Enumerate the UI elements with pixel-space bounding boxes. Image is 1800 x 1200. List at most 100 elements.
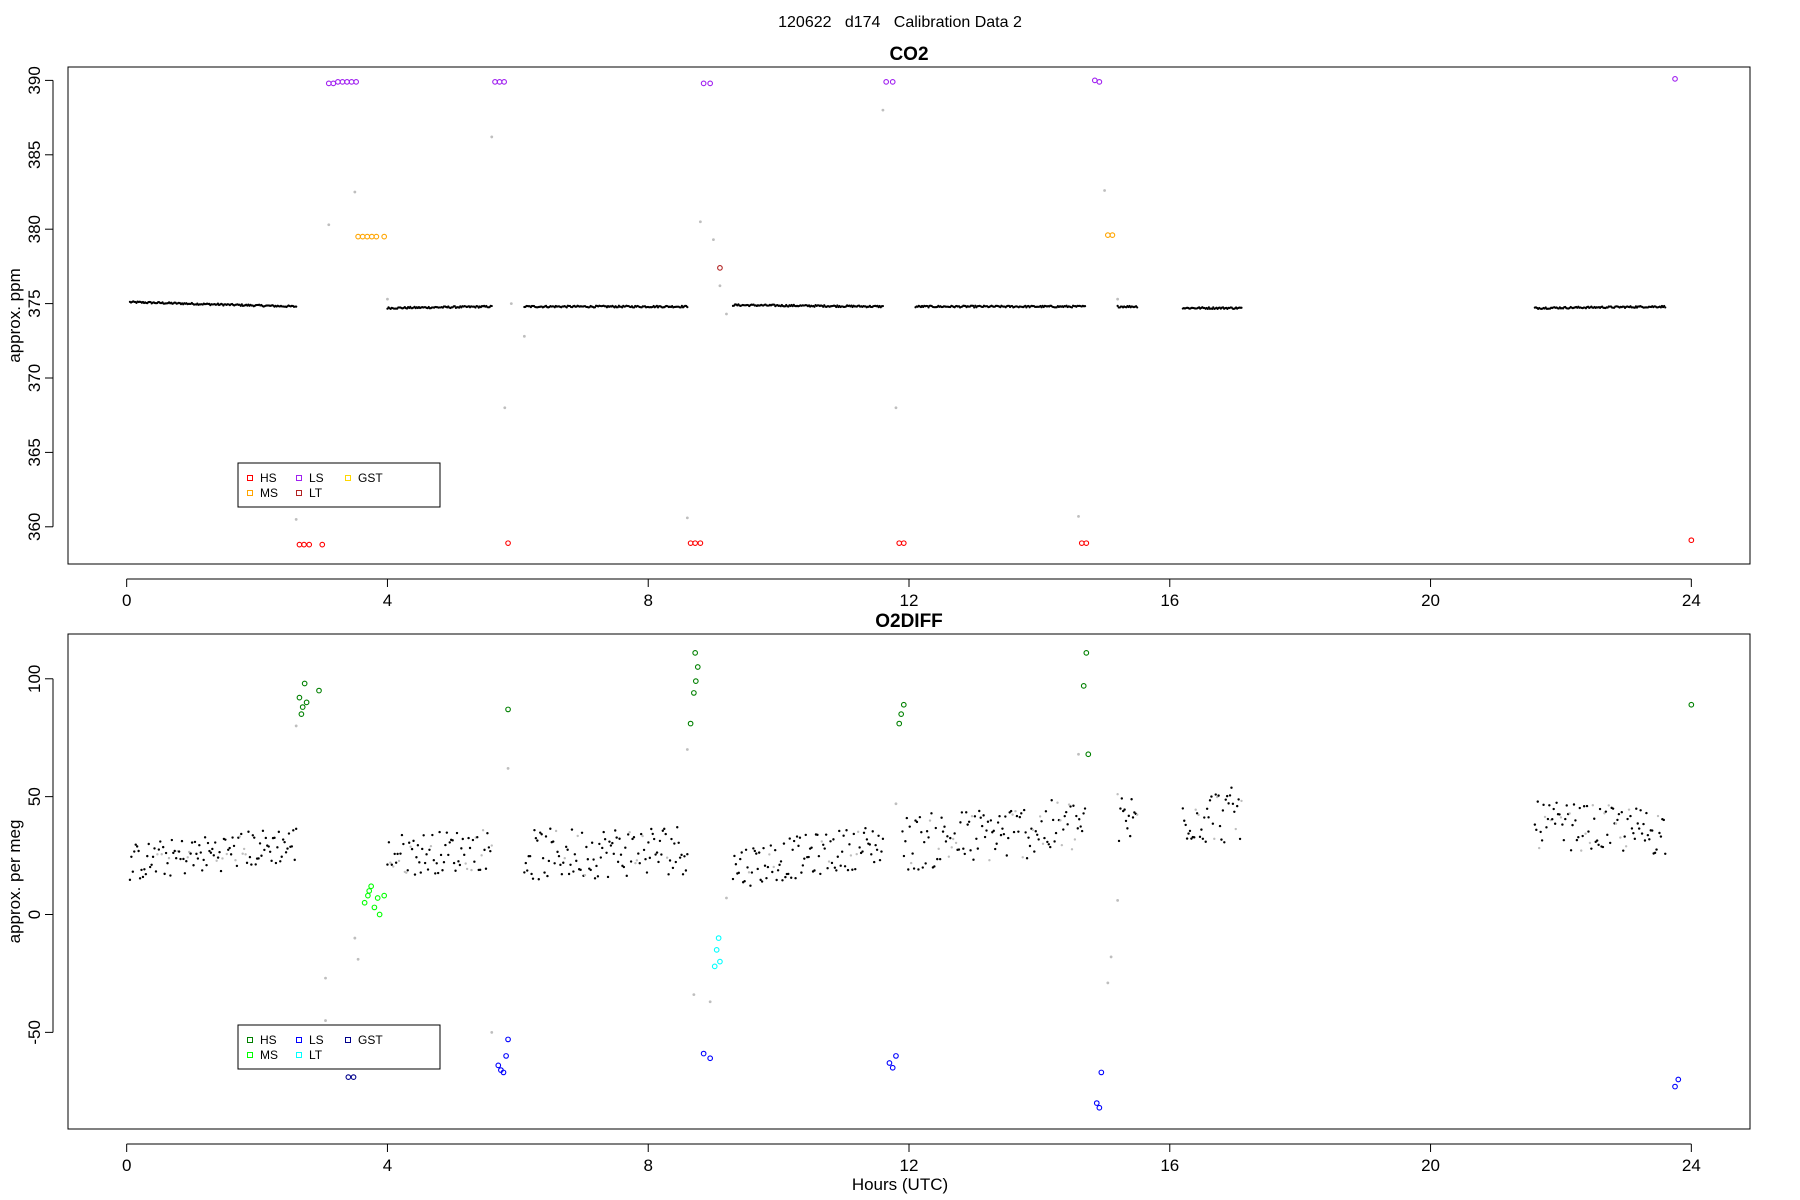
co2-x-tick-label: 4 [383, 591, 392, 610]
co2-sample-point [490, 304, 493, 308]
o2diff-sample-point [842, 834, 845, 837]
o2diff-sample-point [235, 864, 239, 868]
o2diff-sample-point [619, 853, 623, 856]
co2-legend-label-gst: GST [358, 471, 383, 485]
o2diff-sample-point [673, 842, 676, 845]
o2diff-sample-point [1234, 827, 1237, 831]
o2diff-flagged-point [356, 957, 360, 961]
o2diff-sample-point [253, 836, 256, 839]
co2-legend-label-ms: MS [260, 486, 278, 500]
o2diff-sample-point [865, 838, 869, 841]
co2-legend-swatch-gst [345, 475, 351, 481]
o2diff-sample-point [1022, 808, 1026, 812]
o2diff-sample-point [1017, 830, 1020, 833]
o2diff-sample-point [1200, 828, 1203, 831]
o2diff-sample-point [1569, 849, 1573, 852]
o2diff-sample-point [757, 851, 761, 854]
o2diff-hs-point [692, 678, 699, 684]
o2diff-hs-point [303, 699, 310, 706]
o2diff-sample-point [650, 827, 653, 831]
o2diff-sample-point [674, 860, 678, 864]
o2diff-sample-point [781, 879, 784, 882]
o2diff-hs-point [298, 711, 305, 717]
o2diff-sample-point [1126, 827, 1129, 830]
o2diff-sample-point [655, 851, 659, 854]
o2diff-sample-point [141, 875, 145, 879]
o2diff-sample-point [930, 812, 933, 815]
o2diff-flagged-point [506, 766, 510, 770]
o2diff-sample-point [1083, 807, 1087, 810]
o2diff-sample-point [250, 863, 253, 866]
o2diff-sample-point [1119, 807, 1122, 810]
co2-legend-swatch-lt [296, 490, 302, 496]
o2diff-sample-point [969, 849, 972, 852]
o2diff-sample-point [406, 869, 409, 872]
o2diff-legend-label-ls: LS [309, 1033, 324, 1047]
o2diff-sample-point [829, 840, 832, 843]
o2diff-sample-point [949, 836, 952, 840]
o2diff-sample-point [435, 862, 438, 865]
o2diff-sample-point [531, 877, 535, 880]
o2diff-sample-point [603, 838, 607, 841]
o2diff-sample-point [1217, 794, 1220, 797]
co2-ls-point [492, 79, 498, 85]
co2-hs-point [1083, 540, 1090, 547]
o2diff-sample-point [1603, 812, 1606, 815]
o2diff-sample-point [1237, 798, 1240, 801]
co2-y-tick-label: 375 [25, 289, 44, 317]
o2diff-sample-point [1233, 810, 1236, 813]
o2diff-sample-point [819, 872, 822, 876]
co2-ms-point [364, 233, 371, 240]
o2diff-sample-point [978, 809, 981, 813]
o2diff-sample-point [648, 856, 652, 860]
o2diff-sample-point [1082, 812, 1085, 815]
o2diff-sample-point [966, 823, 969, 826]
o2diff-sample-point [480, 854, 483, 857]
o2diff-sample-point [1561, 823, 1564, 826]
co2-flagged-point [685, 516, 689, 520]
o2diff-sample-point [467, 836, 470, 840]
o2diff-sample-point [534, 836, 538, 840]
o2diff-sample-point [564, 845, 568, 849]
o2diff-sample-point [627, 833, 630, 836]
co2-sample-point [240, 303, 243, 306]
o2diff-sample-point [1064, 810, 1068, 814]
o2diff-legend-label-hs: HS [260, 1033, 277, 1047]
o2diff-sample-point [1072, 804, 1075, 807]
o2diff-sample-point [996, 821, 1000, 824]
o2diff-sample-point [1639, 809, 1642, 812]
o2diff-flagged-point [324, 1019, 327, 1022]
o2diff-sample-point [238, 835, 241, 838]
o2diff-y-tick-label: 100 [25, 665, 44, 693]
o2diff-sample-point [148, 865, 152, 869]
o2diff-sample-point [140, 868, 143, 872]
o2diff-sample-point [921, 866, 924, 869]
o2diff-sample-point [1224, 798, 1227, 801]
o2diff-hs-point [296, 694, 303, 701]
o2diff-sample-point [979, 816, 982, 819]
o2diff-sample-point [153, 847, 156, 850]
o2diff-sample-point [1075, 814, 1078, 818]
o2diff-sample-point [1225, 794, 1229, 798]
o2diff-y-tick-label: -50 [25, 1020, 44, 1045]
o2diff-sample-point [595, 864, 598, 868]
o2diff-sample-point [201, 869, 204, 872]
o2diff-sample-point [241, 852, 244, 855]
o2diff-sample-point [1060, 843, 1064, 847]
o2diff-sample-point [1629, 814, 1632, 818]
o2diff-sample-point [224, 838, 227, 841]
o2diff-sample-point [541, 857, 545, 860]
o2diff-sample-point [1581, 834, 1584, 838]
o2diff-sample-point [209, 851, 213, 854]
o2diff-sample-point [131, 870, 135, 873]
o2diff-legend-label-gst: GST [358, 1033, 383, 1047]
o2diff-sample-point [849, 854, 853, 857]
o2diff-sample-point [960, 811, 964, 814]
co2-flagged-point [1116, 297, 1120, 301]
o2diff-sample-point [1623, 835, 1626, 838]
o2diff-sample-point [1548, 804, 1551, 807]
o2diff-sample-point [827, 860, 831, 863]
o2diff-sample-point [156, 853, 159, 856]
o2diff-sample-point [1608, 841, 1612, 845]
o2diff-sample-point [950, 846, 953, 849]
